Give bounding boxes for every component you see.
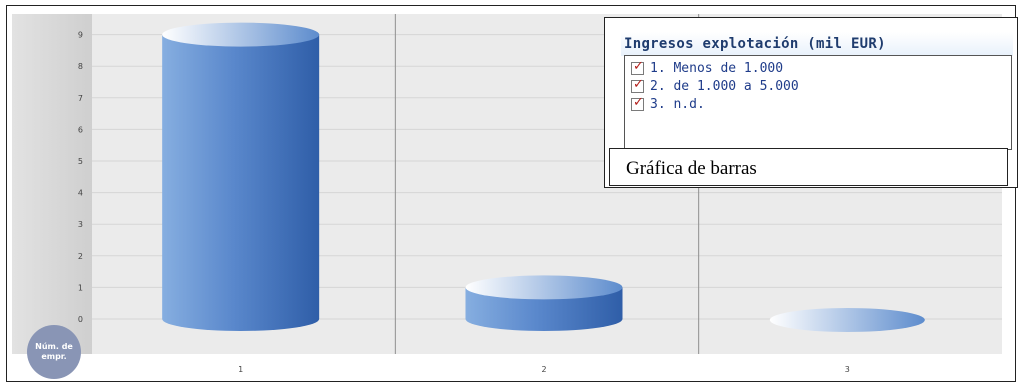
y-tick-labels: 0 1 2 3 4 5 6 7 8 9 [78, 31, 83, 324]
bar-1 [162, 22, 320, 331]
y-tick-label: 1 [78, 283, 83, 292]
y-axis-label: Núm. de empr. [35, 342, 73, 361]
x-tick-labels: 1 2 3 [238, 365, 850, 374]
legend-item-label: 3. n.d. [650, 96, 705, 112]
checkbox-checked-icon[interactable]: ✓ [631, 58, 644, 75]
x-tick-label: 1 [238, 365, 243, 374]
legend-item-1[interactable]: ✓ 1. Menos de 1.000 [631, 58, 784, 76]
caption-box: Gráfica de barras [609, 148, 1008, 186]
y-tick-label: 8 [78, 62, 83, 71]
y-tick-label: 5 [78, 157, 83, 166]
bar-3 [769, 308, 925, 332]
legend-title: Ingresos explotación (mil EUR) [624, 36, 886, 52]
legend-item-2[interactable]: ✓ 2. de 1.000 a 5.000 [631, 76, 799, 94]
legend-item-label: 2. de 1.000 a 5.000 [650, 78, 799, 94]
bar-top [162, 22, 320, 47]
x-tick-label: 3 [845, 365, 850, 374]
y-axis-label-badge: Núm. de empr. [27, 325, 81, 379]
x-tick-label: 2 [541, 365, 546, 374]
y-tick-label: 2 [78, 252, 83, 261]
checkbox-checked-icon[interactable]: ✓ [631, 94, 644, 111]
bar-top [465, 275, 623, 300]
y-tick-label: 0 [78, 315, 83, 324]
bars [162, 22, 925, 332]
bar-top [769, 308, 925, 332]
legend-item-3[interactable]: ✓ 3. n.d. [631, 94, 705, 112]
y-tick-label: 7 [78, 94, 83, 103]
caption-text: Gráfica de barras [626, 158, 757, 179]
bar-2 [465, 275, 623, 331]
legend-list: ✓ 1. Menos de 1.000 ✓ 2. de 1.000 a 5.00… [624, 55, 1012, 150]
bar-body [465, 287, 623, 331]
legend-item-label: 1. Menos de 1.000 [650, 60, 784, 76]
bar-body [162, 34, 320, 331]
checkbox-checked-icon[interactable]: ✓ [631, 76, 644, 93]
y-axis-panel [12, 14, 92, 354]
y-tick-label: 6 [78, 125, 83, 134]
y-tick-label: 4 [78, 189, 83, 198]
y-tick-label: 3 [78, 220, 83, 229]
legend-title-background [621, 32, 1013, 56]
y-tick-label: 9 [78, 31, 83, 40]
